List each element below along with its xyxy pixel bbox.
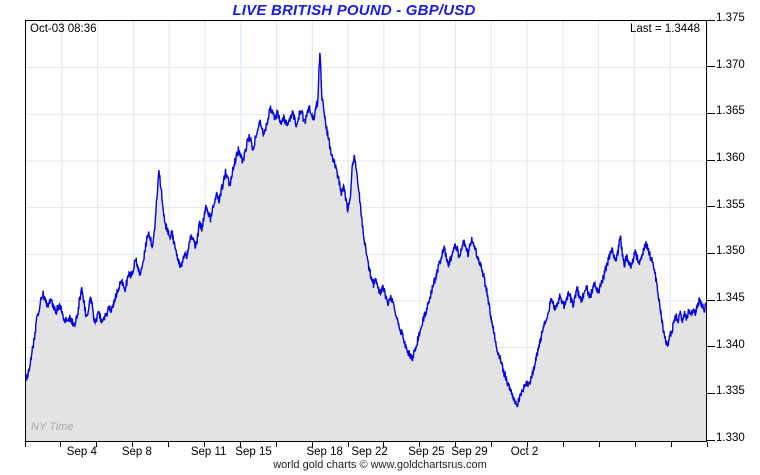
x-axis-tick: [670, 442, 672, 447]
y-axis-tick-label: 1.375: [716, 12, 745, 24]
x-axis-tick: [419, 442, 421, 447]
x-axis-tick-label: Sep 22: [351, 446, 388, 458]
y-axis-tick: [707, 112, 715, 114]
x-axis-tick: [60, 442, 62, 447]
y-axis-tick: [707, 439, 715, 441]
y-axis-tick-label: 1.335: [716, 385, 745, 398]
x-axis-tick: [383, 442, 385, 447]
x-axis-tick-label: Sep 29: [451, 446, 488, 458]
x-axis-tick-label: Sep 18: [306, 446, 343, 458]
x-axis-tick: [455, 442, 457, 447]
y-axis-tick-label: 1.345: [716, 292, 745, 304]
x-axis-tick: [706, 442, 708, 447]
x-axis-tick: [275, 442, 277, 447]
y-axis-tick: [707, 252, 715, 254]
y-axis-tick-label: 1.370: [716, 58, 745, 71]
x-axis-tick-label: Sep 8: [121, 446, 152, 458]
y-axis-tick: [707, 19, 715, 21]
y-axis: 1.375 1.370 1.365 1.360 1.355 1.350 1.345 1.340…: [707, 0, 760, 475]
price-area-fill: [26, 52, 706, 441]
price-series-svg: [26, 21, 706, 441]
y-axis-tick: [707, 299, 715, 301]
y-axis-tick-label: 1.355: [716, 198, 745, 211]
plot-area: [25, 20, 707, 442]
y-axis-tick: [707, 159, 715, 161]
y-axis-tick: [707, 66, 715, 68]
x-axis-tick-label: Sep 4: [66, 446, 97, 458]
y-axis-tick-label: 1.340: [716, 338, 745, 351]
x-axis-tick: [132, 442, 134, 447]
x-axis-tick: [347, 442, 349, 447]
x-axis-tick-label: Sep 15: [235, 446, 272, 458]
x-axis-tick-label: Oct 2: [510, 446, 539, 458]
footer-credit: world gold charts © www.goldchartsrus.co…: [273, 459, 487, 471]
y-axis-tick-label: 1.350: [716, 245, 745, 258]
price-line: [26, 52, 706, 408]
x-axis-tick-label: Sep 11: [190, 446, 227, 458]
x-axis-tick: [168, 442, 170, 447]
x-axis-tick: [311, 442, 313, 447]
x-axis-tick: [598, 442, 600, 447]
y-axis-tick-label: 1.360: [716, 152, 745, 164]
x-axis-tick: [634, 442, 636, 447]
x-axis-tick-label: Sep 25: [408, 446, 445, 458]
x-axis-tick: [96, 442, 98, 447]
page-title: LIVE BRITISH POUND - GBP/USD: [232, 2, 476, 19]
y-axis-tick-label: 1.330: [716, 432, 745, 444]
x-axis-tick: [24, 442, 26, 447]
chart-timestamp: Oct-03 08:36: [30, 23, 97, 35]
x-axis-tick: [203, 442, 205, 447]
y-axis-tick-label: 1.365: [716, 105, 745, 118]
x-axis-tick: [562, 442, 564, 447]
y-axis-tick: [707, 346, 715, 348]
timezone-label: NY Time: [31, 421, 74, 433]
y-axis-tick: [707, 206, 715, 208]
x-axis-tick: [491, 442, 493, 447]
y-axis-tick: [707, 392, 715, 394]
last-price-readout: Last = 1.3448: [629, 23, 700, 35]
x-axis-tick: [527, 442, 529, 447]
x-axis-tick: [239, 442, 241, 447]
